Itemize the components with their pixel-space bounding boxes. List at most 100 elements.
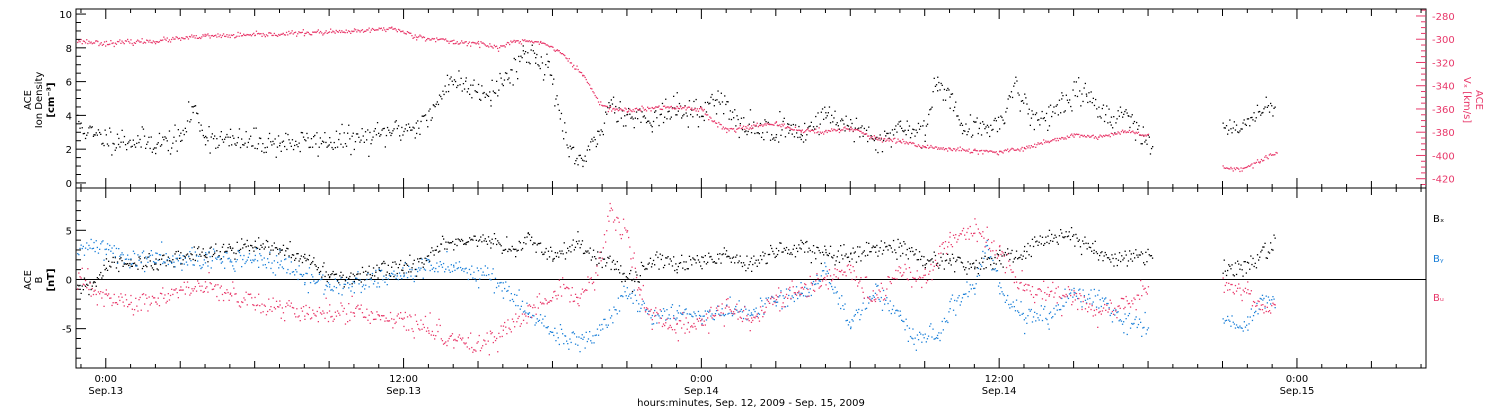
bz-point bbox=[157, 297, 159, 299]
vx-point bbox=[1254, 162, 1256, 164]
by-point bbox=[118, 248, 120, 250]
density-point bbox=[473, 79, 475, 81]
bx-point bbox=[715, 262, 718, 264]
vx-point bbox=[477, 40, 480, 43]
vx-point bbox=[1026, 145, 1028, 147]
density-point bbox=[134, 146, 137, 148]
density-point bbox=[273, 143, 275, 145]
vx-point bbox=[81, 43, 83, 45]
bx-point bbox=[1093, 252, 1095, 254]
bx-point bbox=[1109, 258, 1111, 261]
by-point bbox=[586, 340, 588, 343]
bz-point bbox=[625, 229, 627, 231]
by-point bbox=[461, 269, 463, 271]
density-point bbox=[315, 143, 317, 145]
bx-point bbox=[1097, 259, 1100, 261]
by-point bbox=[311, 274, 313, 276]
density-point bbox=[1259, 110, 1261, 113]
density-point bbox=[342, 146, 344, 148]
by-point bbox=[77, 253, 79, 255]
bx-point bbox=[1132, 252, 1135, 255]
bz-point bbox=[552, 297, 554, 299]
density-point bbox=[379, 135, 381, 137]
vx-point bbox=[885, 140, 887, 142]
density-point bbox=[190, 119, 192, 121]
vx-point bbox=[327, 31, 330, 34]
bx-point bbox=[403, 272, 405, 274]
density-point bbox=[1227, 133, 1229, 135]
by-point bbox=[220, 262, 222, 264]
bx-point bbox=[656, 251, 658, 253]
bz-point bbox=[250, 293, 252, 295]
vx-point bbox=[723, 128, 726, 130]
bz-point bbox=[673, 317, 675, 319]
density-point bbox=[847, 125, 850, 127]
bx-point bbox=[144, 257, 146, 259]
vx-point bbox=[535, 41, 537, 43]
by-point bbox=[332, 290, 334, 292]
bx-point bbox=[1094, 240, 1096, 242]
density-point bbox=[1110, 116, 1113, 118]
bx-point bbox=[1256, 254, 1259, 256]
by-point bbox=[1070, 292, 1072, 294]
by-point bbox=[166, 259, 168, 261]
bx-point bbox=[501, 252, 503, 254]
by-point bbox=[873, 296, 875, 298]
bx-point bbox=[622, 273, 624, 275]
density-point bbox=[1079, 90, 1081, 92]
vx-point bbox=[845, 128, 847, 130]
by-point bbox=[1260, 298, 1262, 300]
by-point bbox=[404, 262, 406, 264]
bx-point bbox=[577, 243, 579, 245]
bx-point bbox=[277, 248, 279, 250]
vx-point bbox=[676, 106, 678, 108]
vx-point bbox=[196, 37, 198, 39]
density-point bbox=[675, 114, 677, 116]
density-point bbox=[771, 134, 773, 136]
vx-point bbox=[173, 38, 175, 40]
vx-point bbox=[607, 110, 609, 113]
density-point bbox=[806, 134, 808, 136]
vx-point bbox=[265, 34, 268, 36]
density-point bbox=[721, 101, 724, 103]
bz-point bbox=[87, 268, 89, 270]
bx-point bbox=[970, 266, 972, 268]
vx-point bbox=[524, 39, 526, 41]
bz-point bbox=[91, 288, 93, 290]
density-point bbox=[929, 109, 931, 111]
bz-point bbox=[247, 293, 249, 295]
density-point bbox=[548, 61, 550, 63]
vx-point bbox=[1046, 141, 1048, 143]
density-point bbox=[970, 136, 973, 138]
vx-point bbox=[698, 108, 701, 110]
bz-point bbox=[590, 277, 592, 279]
density-point bbox=[714, 99, 717, 101]
bz-point bbox=[351, 295, 353, 297]
vx-point bbox=[1111, 133, 1114, 135]
vx-point bbox=[640, 110, 642, 112]
by-point bbox=[1038, 319, 1040, 321]
density-point bbox=[624, 115, 626, 117]
by-point bbox=[668, 314, 670, 316]
bx-point bbox=[459, 240, 462, 242]
density-point bbox=[229, 128, 232, 130]
bx-point bbox=[590, 259, 592, 261]
bx-point bbox=[81, 285, 83, 287]
density-point bbox=[357, 133, 359, 135]
by-point bbox=[847, 324, 850, 326]
bz-point bbox=[570, 294, 572, 296]
bx-point bbox=[112, 256, 114, 259]
by-point bbox=[140, 262, 142, 264]
vx-point bbox=[790, 128, 792, 130]
bx-point bbox=[341, 276, 343, 278]
by-point bbox=[587, 338, 590, 340]
bx-point bbox=[836, 256, 838, 258]
vx-point bbox=[1035, 146, 1037, 148]
vx-point bbox=[1089, 136, 1091, 138]
density-point bbox=[1124, 110, 1126, 113]
bx-point bbox=[506, 236, 508, 238]
by-point bbox=[343, 283, 345, 285]
vx-point bbox=[360, 29, 362, 32]
by-point bbox=[159, 254, 162, 256]
density-point bbox=[705, 111, 708, 113]
